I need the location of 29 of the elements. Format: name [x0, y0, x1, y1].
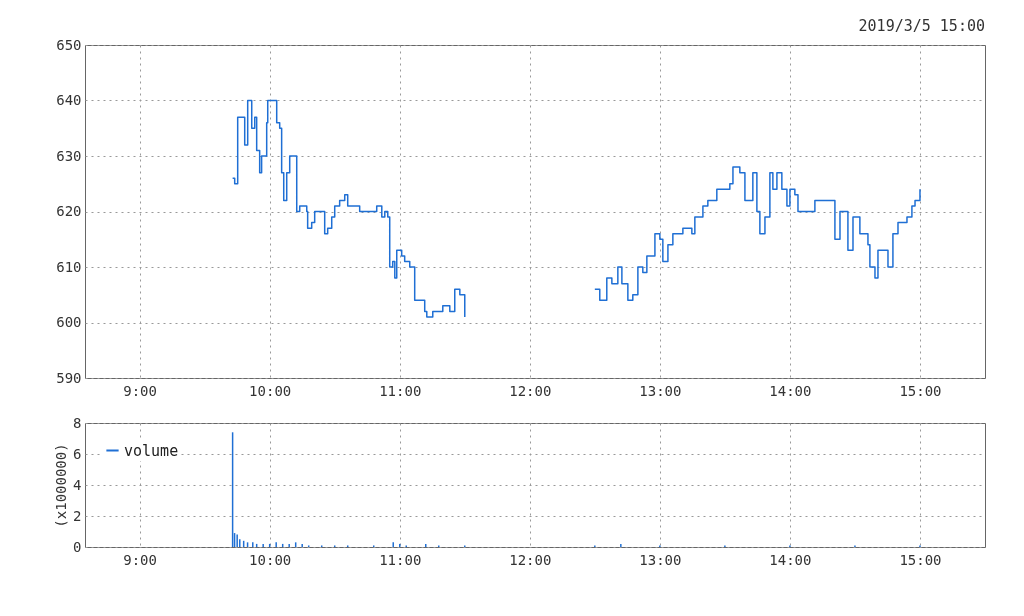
x-tick-label: 10:00	[249, 382, 292, 399]
y-tick-label: 610	[56, 258, 82, 275]
y-tick-label: 630	[56, 147, 82, 164]
y-tick-label: 6	[73, 445, 82, 462]
x-tick-label: 14:00	[769, 382, 812, 399]
y-axis-title: (x1000000)	[53, 443, 70, 528]
y-tick-label: 620	[56, 203, 82, 219]
legend-label: volume	[124, 441, 179, 460]
y-tick-label: 590	[56, 369, 82, 386]
x-tick-label: 15:00	[899, 551, 942, 568]
x-tick-label: 13:00	[639, 551, 682, 568]
y-tick-label: 640	[56, 92, 82, 108]
y-tick-label: 600	[56, 314, 82, 330]
x-tick-label: 11:00	[379, 382, 422, 399]
y-tick-label: 650	[56, 36, 82, 53]
chart-title: 2019/3/5 15:00	[858, 17, 985, 35]
x-tick-label: 10:00	[249, 551, 292, 568]
x-tick-label: 12:00	[509, 382, 552, 399]
x-tick-label: 9:00	[123, 382, 157, 399]
y-tick-label: 2	[73, 507, 82, 524]
y-tick-label: 0	[73, 538, 82, 555]
x-tick-label: 12:00	[509, 551, 552, 568]
x-tick-label: 15:00	[899, 382, 942, 399]
y-tick-label: 8	[73, 414, 82, 431]
x-tick-label: 14:00	[769, 551, 812, 568]
x-tick-label: 13:00	[639, 382, 682, 399]
x-tick-label: 9:00	[123, 551, 157, 568]
y-tick-label: 4	[73, 476, 82, 493]
x-tick-label: 11:00	[379, 551, 422, 568]
